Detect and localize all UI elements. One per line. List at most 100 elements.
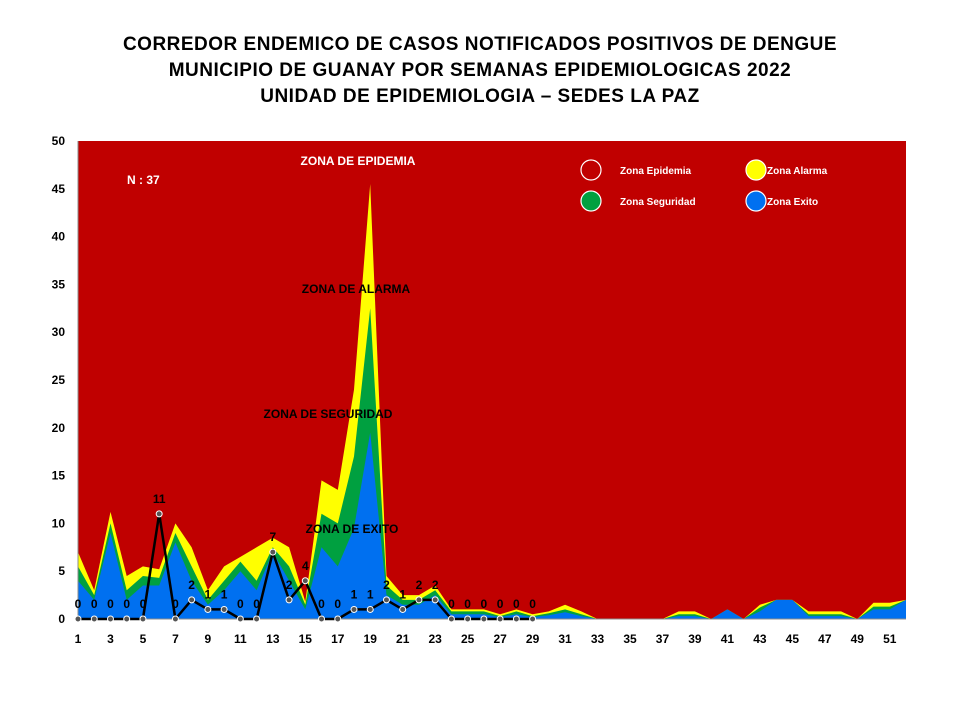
- case-point: [480, 615, 488, 623]
- x-tick-label: 5: [140, 632, 147, 646]
- zona-exito-area: [78, 432, 906, 619]
- case-data-label: 0: [448, 597, 455, 611]
- case-point: [90, 615, 98, 623]
- case-data-label: 7: [269, 530, 276, 544]
- case-point: [447, 615, 455, 623]
- case-data-label: 0: [529, 597, 536, 611]
- case-point: [236, 615, 244, 623]
- x-tick-label: 17: [331, 632, 345, 646]
- x-tick-label: 33: [591, 632, 605, 646]
- case-point: [512, 615, 520, 623]
- case-point: [399, 605, 407, 613]
- zone-label-epidemia: ZONA DE EPIDEMIA: [301, 154, 416, 168]
- case-data-label: 0: [497, 597, 504, 611]
- y-tick-label: 15: [52, 469, 66, 483]
- legend-swatch: [580, 159, 602, 181]
- x-tick-label: 41: [721, 632, 735, 646]
- case-data-label: 11: [153, 492, 166, 506]
- case-point: [123, 615, 131, 623]
- x-tick-label: 23: [428, 632, 442, 646]
- case-point: [139, 615, 147, 623]
- x-tick-label: 11: [234, 632, 247, 646]
- case-point: [285, 596, 293, 604]
- case-point: [253, 615, 261, 623]
- case-point: [496, 615, 504, 623]
- case-point: [106, 615, 114, 623]
- x-tick-label: 9: [205, 632, 212, 646]
- chart-title-line-1: CORREDOR ENDEMICO DE CASOS NOTIFICADOS P…: [122, 34, 838, 55]
- case-data-label: 1: [367, 587, 374, 601]
- case-data-label: 2: [383, 578, 390, 592]
- case-point: [382, 596, 390, 604]
- y-tick-label: 50: [52, 134, 66, 148]
- case-point: [74, 615, 82, 623]
- n-total-label: N : 37: [127, 173, 160, 187]
- zone-label-alarma: ZONA DE ALARMA: [302, 282, 411, 296]
- x-tick-label: 51: [883, 632, 897, 646]
- case-data-label: 0: [75, 597, 82, 611]
- chart-title-line-2: MUNICIPIO DE GUANAY POR SEMANAS EPIDEMIO…: [168, 60, 792, 81]
- case-point: [188, 596, 196, 604]
- case-data-label: 1: [205, 587, 212, 601]
- case-point: [464, 615, 472, 623]
- case-data-label: 0: [140, 597, 147, 611]
- case-point: [350, 605, 358, 613]
- zone-areas: [78, 184, 906, 619]
- x-tick-label: 45: [786, 632, 800, 646]
- case-data-label: 0: [513, 597, 520, 611]
- case-point: [301, 577, 309, 585]
- x-tick-label: 3: [107, 632, 114, 646]
- legend-swatch: [745, 190, 767, 212]
- case-point: [204, 605, 212, 613]
- y-tick-label: 40: [52, 230, 66, 244]
- case-point: [334, 615, 342, 623]
- x-tick-label: 35: [623, 632, 637, 646]
- chart-title-line-3: UNIDAD DE EPIDEMIOLOGIA – SEDES LA PAZ: [260, 86, 700, 107]
- legend-label: Zona Alarma: [767, 166, 828, 177]
- case-data-label: 0: [318, 597, 325, 611]
- case-data-label: 0: [253, 597, 260, 611]
- zona-epidemia-area: [78, 141, 906, 619]
- case-data-label: 2: [432, 578, 439, 592]
- x-tick-label: 27: [493, 632, 507, 646]
- case-data-label: 0: [91, 597, 98, 611]
- x-tick-label: 31: [558, 632, 572, 646]
- x-tick-label: 39: [688, 632, 702, 646]
- y-tick-label: 25: [52, 373, 66, 387]
- y-tick-label: 30: [52, 325, 66, 339]
- case-data-label: 1: [221, 587, 228, 601]
- x-tick-label: 13: [266, 632, 280, 646]
- case-point: [415, 596, 423, 604]
- x-tick-label: 43: [753, 632, 767, 646]
- case-data-label: 0: [464, 597, 471, 611]
- legend-label: Zona Seguridad: [620, 197, 696, 208]
- case-data-label: 0: [107, 597, 114, 611]
- legend-label: Zona Exito: [767, 197, 818, 208]
- case-data-label: 2: [416, 578, 423, 592]
- case-point: [269, 548, 277, 556]
- case-point: [366, 605, 374, 613]
- x-tick-label: 47: [818, 632, 832, 646]
- case-data-label: 0: [237, 597, 244, 611]
- x-tick-label: 25: [461, 632, 475, 646]
- x-tick-label: 21: [396, 632, 410, 646]
- y-tick-label: 10: [52, 516, 66, 530]
- x-tick-label: 19: [364, 632, 378, 646]
- zone-label-exito: ZONA DE EXITO: [306, 522, 399, 536]
- x-tick-label: 37: [656, 632, 670, 646]
- case-point: [171, 615, 179, 623]
- zone-label-seguridad: ZONA DE SEGURIDAD: [264, 407, 393, 421]
- zone-labels: ZONA DE EPIDEMIA ZONA DE ALARMA ZONA DE …: [127, 154, 416, 536]
- legend-swatch: [580, 190, 602, 212]
- case-point: [155, 510, 163, 518]
- x-tick-label: 7: [172, 632, 179, 646]
- y-tick-label: 20: [52, 421, 66, 435]
- case-point: [220, 605, 228, 613]
- legend-swatch: [745, 159, 767, 181]
- y-tick-label: 45: [52, 182, 66, 196]
- case-data-label: 0: [172, 597, 179, 611]
- case-point: [529, 615, 537, 623]
